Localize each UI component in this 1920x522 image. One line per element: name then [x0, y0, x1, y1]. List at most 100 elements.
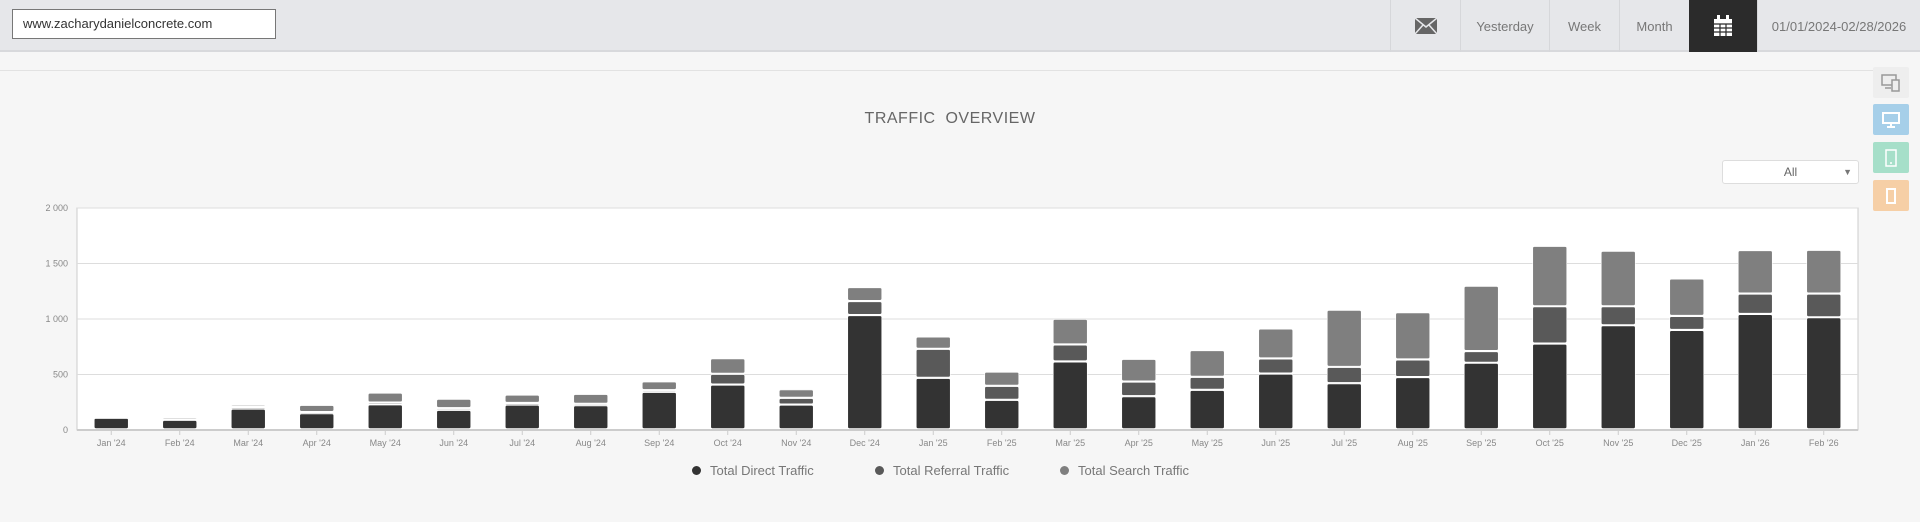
bar-total-referral-traffic [915, 349, 951, 378]
bar-total-referral-traffic [1806, 294, 1842, 317]
x-tick-label: Jan '24 [97, 438, 126, 448]
yesterday-button[interactable]: Yesterday [1460, 0, 1549, 52]
bar-total-direct-traffic [641, 392, 677, 429]
bar-total-direct-traffic [915, 378, 951, 429]
y-tick-label: 0 [63, 425, 68, 435]
x-tick-label: Feb '25 [987, 438, 1017, 448]
bar-total-search-traffic [230, 405, 266, 407]
mobile-icon [1886, 187, 1896, 204]
bar-total-referral-traffic [1258, 358, 1294, 374]
x-tick-label: Mar '25 [1055, 438, 1085, 448]
x-tick-label: Oct '24 [714, 438, 742, 448]
legend-dot [1060, 466, 1069, 475]
bar-total-search-traffic [984, 371, 1020, 386]
bar-total-referral-traffic [1669, 316, 1705, 330]
bar-total-referral-traffic [641, 390, 677, 393]
bar-total-direct-traffic [1737, 314, 1773, 429]
bar-total-direct-traffic [504, 405, 540, 429]
bar-total-search-traffic [778, 389, 814, 398]
bar-total-referral-traffic [984, 386, 1020, 400]
bar-total-referral-traffic [573, 404, 609, 406]
legend-label: Total Search Traffic [1078, 463, 1190, 478]
legend-direct[interactable]: Total Direct Traffic [692, 463, 814, 478]
bar-total-referral-traffic [1189, 377, 1225, 390]
y-tick-label: 1 500 [45, 259, 68, 269]
bar-total-search-traffic [436, 399, 472, 408]
mobile-button[interactable] [1873, 180, 1909, 211]
x-tick-label: Sep '24 [644, 438, 674, 448]
top-bar: www.zacharydanielconcrete.com Yesterday … [0, 0, 1920, 52]
bar-total-search-traffic [1806, 250, 1842, 294]
legend-label: Total Referral Traffic [893, 463, 1010, 478]
x-tick-label: Mar '24 [233, 438, 263, 448]
x-tick-label: Jan '26 [1741, 438, 1770, 448]
bar-total-search-traffic [641, 381, 677, 390]
calendar-button[interactable] [1689, 0, 1757, 52]
bar-total-search-traffic [93, 417, 129, 419]
x-tick-label: Sep '25 [1466, 438, 1496, 448]
legend-dot [692, 466, 701, 475]
traffic-filter-select[interactable]: All ▼ [1722, 160, 1859, 184]
all-devices-button[interactable] [1873, 67, 1909, 98]
bar-total-search-traffic [367, 393, 403, 403]
bar-total-direct-traffic [1669, 330, 1705, 429]
week-button[interactable]: Week [1549, 0, 1619, 52]
bar-total-referral-traffic [1463, 351, 1499, 363]
x-tick-label: Jun '24 [439, 438, 468, 448]
x-tick-label: Feb '24 [165, 438, 195, 448]
bar-total-direct-traffic [436, 410, 472, 429]
bar-total-search-traffic [299, 405, 335, 412]
chart-title: TRAFFIC OVERVIEW [864, 110, 1036, 127]
site-selector-input[interactable]: www.zacharydanielconcrete.com [12, 9, 276, 39]
email-report-button[interactable] [1390, 0, 1460, 52]
bar-total-direct-traffic [710, 384, 746, 429]
bar-total-search-traffic [1258, 328, 1294, 358]
tablet-button[interactable] [1873, 142, 1909, 173]
bar-total-referral-traffic [299, 412, 335, 414]
bar-total-search-traffic [1463, 286, 1499, 351]
traffic-chart: 0 500 1 000 1 500 2 000 Jan '24 Feb '24 Mar '24… [45, 203, 1859, 448]
legend-label: Total Direct Traffic [710, 463, 814, 478]
bar-total-referral-traffic [162, 419, 198, 421]
x-tick-label: Dec '25 [1672, 438, 1702, 448]
desktop-icon [1882, 111, 1900, 128]
month-button[interactable]: Month [1619, 0, 1689, 52]
bar-total-search-traffic [1532, 246, 1568, 306]
bar-total-direct-traffic [573, 405, 609, 429]
bar-total-referral-traffic [1737, 294, 1773, 314]
bar-total-direct-traffic [1532, 344, 1568, 429]
bar-total-search-traffic [573, 394, 609, 404]
bar-total-referral-traffic [230, 407, 266, 409]
bar-total-direct-traffic [1463, 363, 1499, 429]
y-tick-label: 2 000 [45, 203, 68, 213]
bar-total-referral-traffic [504, 403, 540, 405]
bar-total-direct-traffic [1052, 361, 1088, 429]
bar-total-referral-traffic [1600, 306, 1636, 325]
y-tick-label: 1 000 [45, 314, 68, 324]
bar-total-search-traffic [1326, 310, 1362, 367]
y-tick-label: 500 [53, 370, 68, 380]
bar-total-referral-traffic [367, 403, 403, 405]
bar-total-direct-traffic [1395, 377, 1431, 429]
tablet-icon [1885, 148, 1897, 167]
bar-total-direct-traffic [1326, 383, 1362, 429]
calendar-icon [1714, 15, 1732, 36]
bar-total-search-traffic [1600, 251, 1636, 306]
date-range[interactable]: 01/01/2024-02/28/2026 [1757, 0, 1920, 52]
legend-referral[interactable]: Total Referral Traffic [875, 463, 1009, 478]
bar-total-direct-traffic [367, 404, 403, 429]
bar-total-referral-traffic [1326, 367, 1362, 383]
chevron-down-icon: ▼ [1843, 167, 1852, 177]
legend-search[interactable]: Total Search Traffic [1060, 463, 1189, 478]
x-tick-label: May '25 [1192, 438, 1223, 448]
bar-total-search-traffic [915, 336, 951, 349]
desktop-button[interactable] [1873, 104, 1909, 135]
bar-total-direct-traffic [1189, 390, 1225, 429]
x-tick-label: Jul '25 [1331, 438, 1357, 448]
bar-total-direct-traffic [299, 413, 335, 429]
x-tick-label: Aug '24 [576, 438, 606, 448]
bar-total-referral-traffic [710, 374, 746, 385]
bar-total-direct-traffic [778, 405, 814, 429]
bar-total-referral-traffic [847, 301, 883, 315]
bar-total-search-traffic [1737, 250, 1773, 294]
